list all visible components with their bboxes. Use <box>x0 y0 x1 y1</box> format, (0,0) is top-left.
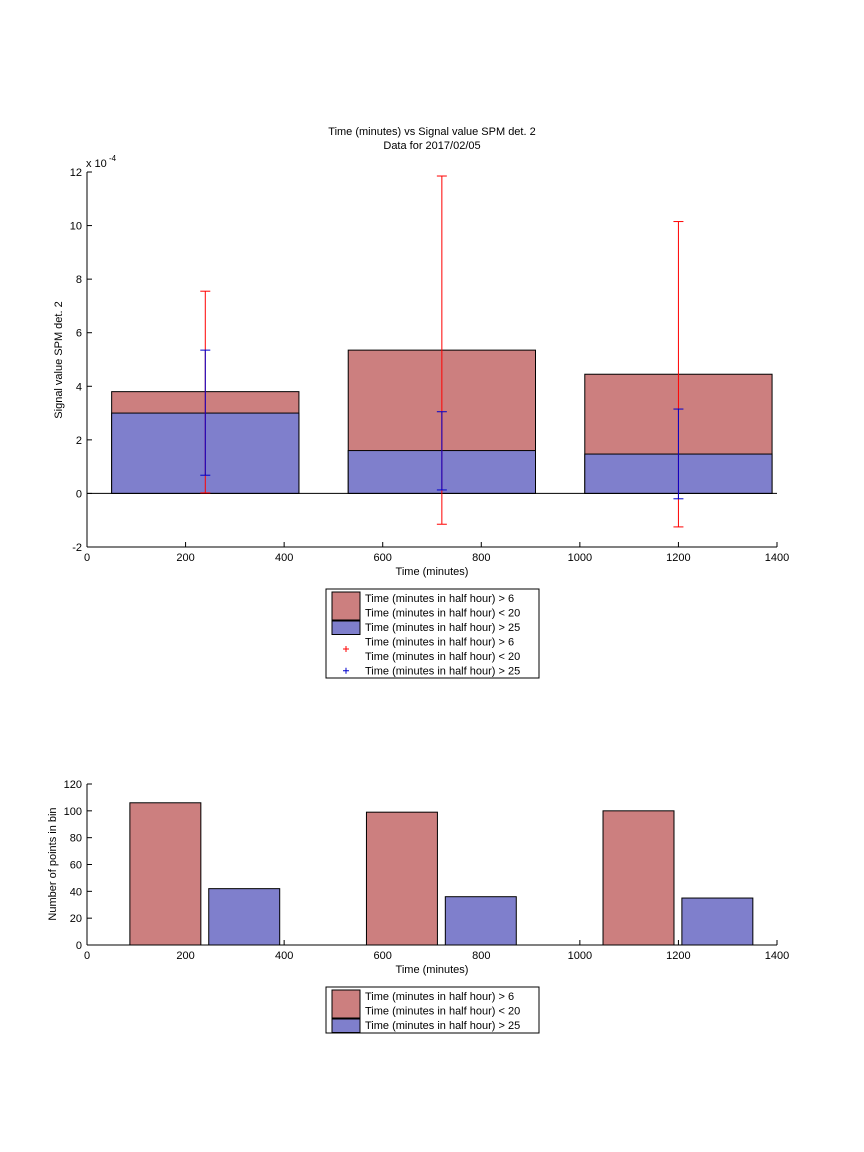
legend-label: Time (minutes in half hour) < 20 <box>365 651 520 663</box>
x-tick-label: 800 <box>472 950 490 962</box>
bar-red <box>129 802 202 946</box>
y-tick-label: 60 <box>70 860 82 872</box>
count-chart: 0 200 400 600 800 1000 1200 1400 0 20 40 60 80 100 120… <box>47 779 790 1034</box>
x-tick-label: 600 <box>374 950 392 962</box>
y-exponent-base: x 10 <box>86 158 107 170</box>
signal-chart: Time (minutes) vs Signal value SPM det. … <box>53 126 789 679</box>
legend-box <box>325 588 540 679</box>
y-tick-label: 6 <box>76 328 82 340</box>
legend: Time (minutes in half hour) > 6 Time (min… <box>325 986 540 1034</box>
x-tick-label: 800 <box>472 552 490 564</box>
y-tick-label: 12 <box>70 167 82 179</box>
legend-box <box>325 986 540 1034</box>
y-tick-label: 80 <box>70 833 82 845</box>
bar-blue <box>681 897 754 946</box>
x-tick-label: 600 <box>374 552 392 564</box>
x-tick-label: 400 <box>275 552 293 564</box>
legend-label: Time (minutes in half hour) > 6 <box>365 637 514 649</box>
x-tick-label: 1400 <box>765 552 789 564</box>
legend-label: Time (minutes in half hour) > 25 <box>365 622 520 634</box>
legend-swatch <box>331 989 361 1019</box>
x-tick-label: 200 <box>176 950 194 962</box>
y-tick-label: 0 <box>76 488 82 500</box>
x-tick-label: 400 <box>275 950 293 962</box>
y-axis-label: Signal value SPM det. 2 <box>53 301 65 418</box>
bar-blue <box>208 888 281 946</box>
plot-area: 0 200 400 600 800 1000 1200 1400 0 20 40 60 80 100 120 <box>64 779 790 962</box>
legend-label: Time (minutes in half hour) > 6 <box>365 991 514 1003</box>
legend-label: Time (minutes in half hour) < 20 <box>365 608 520 620</box>
x-axis-label: Time (minutes) <box>396 566 469 578</box>
chart-subtitle: Data for 2017/02/05 <box>383 140 480 152</box>
y-tick-label: 0 <box>76 940 82 952</box>
x-tick-label: 1200 <box>666 552 690 564</box>
y-exponent-label: x 10 -4 <box>86 154 117 170</box>
y-tick-label: 20 <box>70 913 82 925</box>
y-tick-label: 4 <box>76 381 82 393</box>
x-tick-label: 0 <box>84 552 90 564</box>
x-tick-label: 0 <box>84 950 90 962</box>
x-tick-label: 1200 <box>666 950 690 962</box>
bar-blue <box>444 896 517 946</box>
x-tick-label: 1000 <box>568 552 592 564</box>
legend-swatch <box>331 1018 361 1033</box>
y-exponent-power: -4 <box>109 154 117 163</box>
x-tick-label: 200 <box>176 552 194 564</box>
x-axis-label: Time (minutes) <box>396 964 469 976</box>
bar-red <box>365 811 438 946</box>
legend-swatch <box>331 591 361 621</box>
y-tick-label: 2 <box>76 435 82 447</box>
x-tick-label: 1400 <box>765 950 789 962</box>
legend: Time (minutes in half hour) > 6 Time (min… <box>325 588 540 679</box>
y-axis-label: Number of points in bin <box>47 807 59 920</box>
legend-label: Time (minutes in half hour) > 25 <box>365 666 520 678</box>
legend-label: Time (minutes in half hour) > 25 <box>365 1020 520 1032</box>
x-tick-label: 1000 <box>568 950 592 962</box>
y-tick-label: 120 <box>64 779 82 791</box>
y-tick-label: 100 <box>64 806 82 818</box>
legend-label: Time (minutes in half hour) > 6 <box>365 593 514 605</box>
y-tick-label: -2 <box>72 542 82 554</box>
bar-red <box>602 810 675 946</box>
legend-swatch <box>331 620 361 635</box>
y-tick-label: 8 <box>76 274 82 286</box>
y-tick-label: 10 <box>70 221 82 233</box>
chart-title: Time (minutes) vs Signal value SPM det. … <box>328 126 535 138</box>
legend-label: Time (minutes in half hour) < 20 <box>365 1006 520 1018</box>
y-tick-label: 40 <box>70 886 82 898</box>
